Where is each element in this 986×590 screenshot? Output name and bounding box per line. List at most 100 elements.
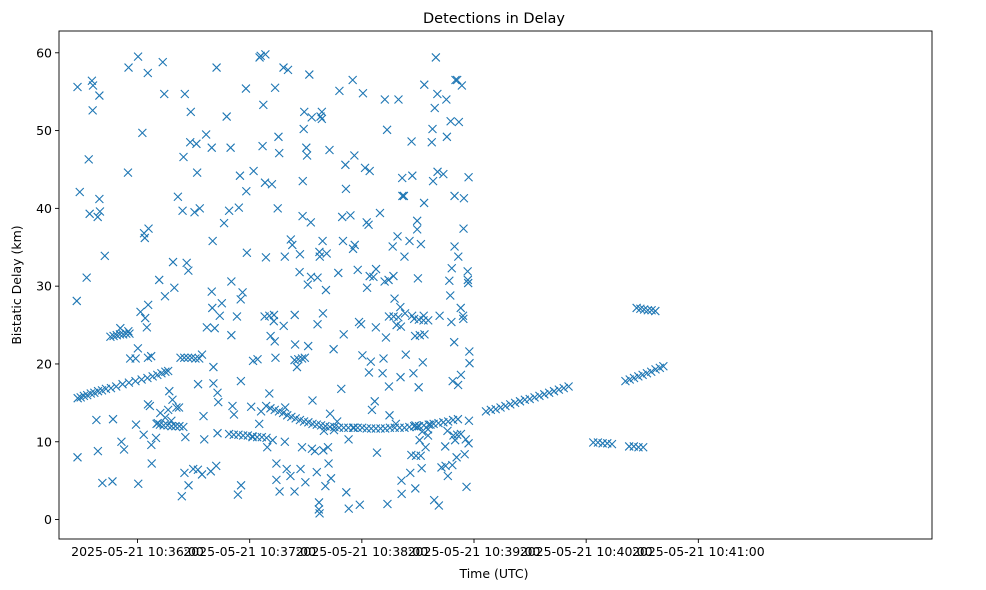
detection-point: [160, 367, 170, 377]
detection-point: [465, 358, 474, 368]
detection-point: [375, 208, 385, 218]
detection-point: [449, 337, 459, 347]
y-tick-label: 50: [36, 123, 52, 138]
detection-point: [326, 473, 336, 483]
detection-point: [290, 310, 300, 320]
detection-point: [151, 433, 161, 443]
detection-point: [464, 416, 474, 426]
detection-point: [108, 477, 117, 486]
detection-point: [463, 278, 473, 288]
detection-point: [72, 296, 82, 306]
detection-point: [279, 63, 288, 72]
detection-point: [280, 437, 290, 447]
detection-point: [174, 403, 184, 412]
detection-point: [262, 442, 272, 452]
detection-point: [131, 354, 141, 363]
detection-point: [260, 178, 270, 188]
detection-point: [389, 271, 398, 281]
detection-point: [303, 341, 313, 351]
detection-point: [168, 395, 177, 405]
detection-point: [241, 186, 251, 196]
detection-point: [427, 137, 437, 147]
detection-point: [172, 403, 181, 412]
detection-point: [635, 304, 645, 314]
detection-point: [372, 448, 382, 458]
detection-point: [313, 273, 322, 282]
detection-point: [394, 95, 403, 104]
x-axis-label: Time (UTC): [458, 566, 528, 581]
detection-point: [443, 471, 453, 481]
detection-point: [290, 355, 299, 365]
detection-point: [246, 402, 256, 412]
detection-point: [435, 311, 444, 321]
detection-point: [208, 236, 218, 246]
detection-point: [423, 431, 433, 440]
detection-point: [456, 303, 466, 313]
detection-point: [458, 311, 468, 321]
detection-point: [454, 117, 464, 127]
detection-point: [88, 81, 98, 90]
detection-point: [117, 437, 126, 447]
detection-point: [650, 306, 660, 316]
detection-point: [405, 236, 414, 246]
detection-point: [459, 224, 468, 233]
detection-point: [463, 275, 473, 285]
detection-point: [366, 357, 376, 367]
detection-point: [307, 112, 317, 122]
detection-point: [323, 442, 333, 452]
detection-point: [346, 210, 355, 220]
detection-point: [215, 311, 225, 321]
detection-point: [137, 128, 147, 138]
detection-point: [390, 294, 399, 304]
detection-point: [229, 410, 239, 419]
detection-point: [73, 393, 83, 403]
detection-point: [588, 438, 598, 447]
x-tick-label: 2025-05-21 10:39:00: [408, 544, 541, 559]
detection-point: [197, 470, 207, 479]
detection-point: [295, 267, 304, 277]
detection-point: [598, 438, 608, 448]
detection-point: [279, 321, 289, 331]
detection-point: [163, 405, 173, 415]
detection-point: [638, 442, 648, 452]
detection-point: [298, 211, 307, 221]
detection-point: [124, 63, 133, 72]
detection-point: [85, 209, 95, 219]
detection-point: [269, 316, 279, 326]
detection-point: [452, 430, 462, 440]
detection-point: [133, 52, 143, 62]
detection-point: [396, 372, 405, 382]
detection-point: [365, 166, 375, 176]
detection-point: [236, 295, 246, 304]
detection-point: [140, 313, 150, 323]
detection-point: [420, 330, 429, 339]
detection-point: [207, 303, 217, 313]
x-tick-label: 2025-05-21 10:40:00: [520, 544, 653, 559]
detection-point: [496, 403, 505, 412]
detection-point: [145, 401, 155, 411]
detection-point: [353, 423, 363, 433]
x-tick-label: 2025-05-21 10:38:00: [295, 544, 428, 559]
detection-point: [324, 459, 333, 468]
detection-point: [510, 398, 520, 408]
detection-point: [376, 424, 385, 433]
detection-point: [241, 84, 251, 93]
detection-point: [325, 145, 334, 155]
detection-point: [525, 394, 535, 404]
detection-point: [459, 193, 469, 203]
detection-point: [297, 354, 307, 363]
detection-point: [319, 426, 329, 436]
detection-point: [292, 362, 302, 372]
detection-point: [344, 504, 354, 514]
detection-point: [197, 350, 207, 360]
detection-point: [137, 375, 147, 384]
detection-point: [275, 487, 284, 496]
detection-point: [396, 322, 406, 332]
detection-point: [446, 116, 456, 126]
detection-point: [383, 499, 392, 509]
detection-point: [632, 303, 642, 313]
detection-point: [341, 184, 351, 194]
detection-point: [362, 283, 372, 293]
detection-point: [287, 240, 297, 250]
detection-point: [317, 114, 327, 124]
